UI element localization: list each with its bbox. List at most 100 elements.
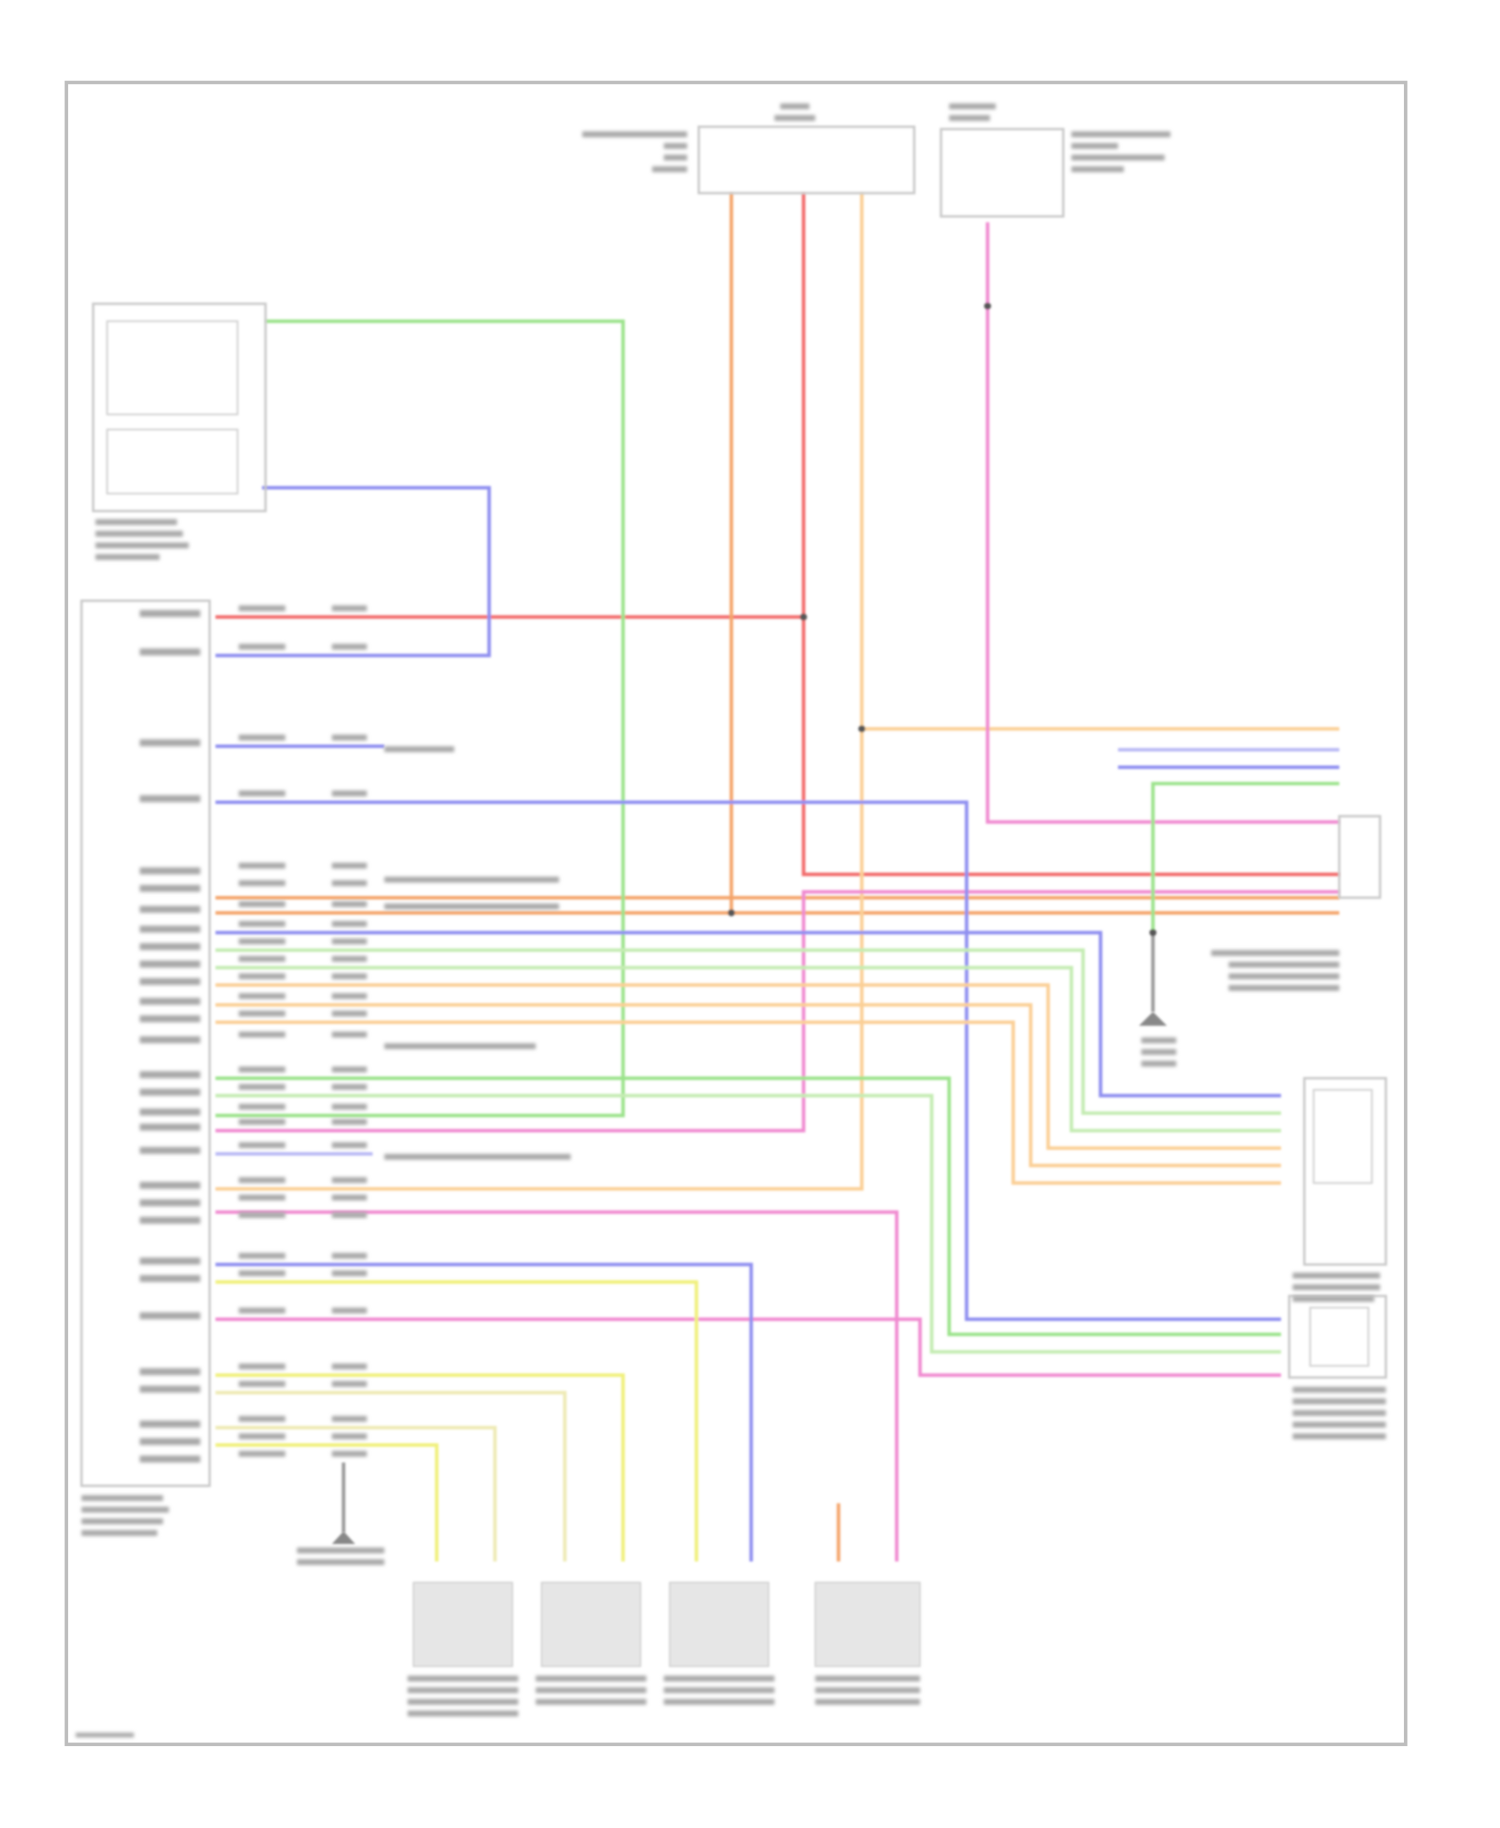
illegible-label <box>331 1194 367 1201</box>
illegible-label <box>238 1031 286 1038</box>
illegible-label <box>238 643 286 650</box>
illegible-label <box>331 920 367 927</box>
illegible-label <box>139 943 201 951</box>
illegible-label <box>774 115 816 121</box>
illegible-label <box>1292 1410 1386 1416</box>
wire-peach <box>215 1020 1282 1185</box>
illegible-label <box>1292 1272 1381 1279</box>
illegible-label <box>1292 1284 1381 1291</box>
illegible-label <box>331 790 367 797</box>
illegible-label <box>663 1687 775 1694</box>
illegible-label <box>331 1415 367 1422</box>
illegible-label <box>1141 1049 1177 1055</box>
illegible-label <box>238 1307 286 1314</box>
wire-blue <box>215 486 491 658</box>
illegible-label <box>139 960 201 968</box>
wire-yellow <box>215 1443 439 1562</box>
illegible-label <box>407 1698 519 1705</box>
illegible-label <box>535 1698 647 1705</box>
illegible-label <box>535 1675 647 1682</box>
illegible-label <box>238 973 286 980</box>
illegible-label <box>81 1518 164 1525</box>
diagram-frame <box>64 80 1408 1747</box>
illegible-label <box>238 1363 286 1370</box>
illegible-label <box>384 876 560 883</box>
illegible-label <box>238 1252 286 1259</box>
illegible-label <box>139 925 201 933</box>
wheel-sensor-1 <box>412 1581 514 1667</box>
illegible-label <box>652 166 688 173</box>
fuse-box-top <box>697 125 916 195</box>
wheel-sensor-4 <box>814 1581 921 1667</box>
illegible-label <box>663 1675 775 1682</box>
illegible-label <box>407 1710 519 1717</box>
illegible-label <box>780 103 810 110</box>
illegible-label <box>139 1088 201 1096</box>
illegible-label <box>139 978 201 986</box>
illegible-label <box>296 1559 385 1566</box>
illegible-label <box>331 1084 367 1090</box>
illegible-label <box>81 1495 164 1501</box>
illegible-label <box>139 1312 201 1320</box>
illegible-label <box>238 1212 286 1218</box>
illegible-label <box>139 1275 201 1283</box>
illegible-label <box>238 1118 286 1125</box>
illegible-label <box>331 1177 367 1184</box>
illegible-label <box>139 1181 201 1189</box>
illegible-label <box>331 1142 367 1149</box>
illegible-label <box>139 884 201 892</box>
wire-peach <box>215 193 864 1191</box>
module-right-lower-inner <box>1309 1306 1370 1367</box>
illegible-label <box>331 1212 367 1218</box>
illegible-label <box>75 1732 134 1738</box>
wire-green <box>215 319 625 1118</box>
illegible-label <box>1071 166 1124 173</box>
wire-pink <box>215 1210 899 1562</box>
illegible-label <box>139 1385 201 1393</box>
illegible-label <box>815 1675 921 1682</box>
illegible-labels <box>75 103 1386 1738</box>
illegible-label <box>139 1257 201 1265</box>
wire-blue <box>215 800 1282 1322</box>
illegible-label <box>384 746 455 753</box>
illegible-label <box>663 143 688 149</box>
illegible-label <box>1228 961 1340 968</box>
illegible-label <box>238 1010 286 1017</box>
wire-lightyellow <box>215 1390 567 1562</box>
illegible-label <box>331 1433 367 1440</box>
illegible-label <box>1071 154 1165 161</box>
switch-inner-top <box>106 320 239 416</box>
illegible-label <box>331 938 367 945</box>
splice-junction <box>1149 929 1157 937</box>
splice-junction <box>984 302 992 310</box>
illegible-label <box>139 1108 201 1116</box>
illegible-label <box>1141 1037 1177 1044</box>
illegible-label <box>331 973 367 980</box>
illegible-label <box>1292 1433 1386 1440</box>
illegible-label <box>238 993 286 1000</box>
illegible-label <box>95 519 178 526</box>
wire-blue <box>215 930 1282 1098</box>
illegible-label <box>1228 973 1340 980</box>
illegible-label <box>331 955 367 962</box>
illegible-label <box>331 993 367 1000</box>
illegible-label <box>238 938 286 945</box>
illegible-label <box>139 867 201 875</box>
wire-blue <box>215 1262 753 1562</box>
ground-symbol-right <box>1138 1011 1167 1026</box>
illegible-label <box>139 1420 201 1428</box>
illegible-label <box>331 862 367 869</box>
illegible-label <box>331 1252 367 1259</box>
illegible-label <box>139 997 201 1005</box>
illegible-label <box>238 1142 286 1149</box>
illegible-label <box>139 1455 201 1463</box>
illegible-label <box>1071 131 1171 138</box>
illegible-label <box>238 1270 286 1277</box>
illegible-label <box>81 1530 158 1536</box>
wheel-sensor-3 <box>669 1581 770 1667</box>
illegible-label <box>331 1270 367 1277</box>
illegible-label <box>384 1043 536 1050</box>
illegible-label <box>1228 985 1340 991</box>
wire-pink <box>985 222 1340 824</box>
